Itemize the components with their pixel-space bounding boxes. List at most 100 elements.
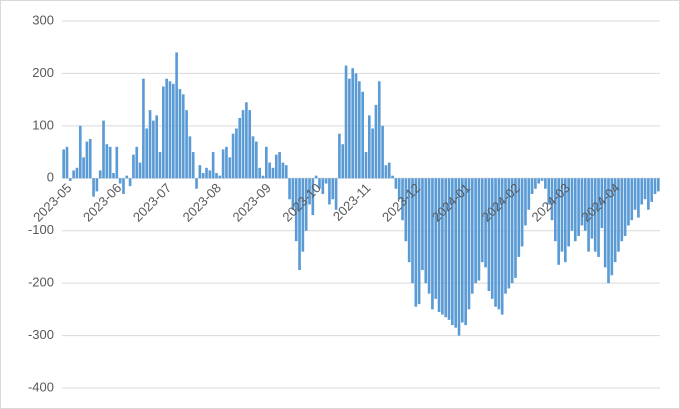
bar [447,178,451,320]
bar [321,178,325,195]
bar [128,178,132,187]
bar [205,167,208,179]
bar [251,136,255,179]
bar [377,81,381,179]
bar [348,78,351,179]
y-tick-label: -400 [28,379,54,394]
bar [95,178,99,192]
bar [75,167,79,179]
bar [407,178,411,263]
bar [215,173,218,179]
bar [630,178,634,221]
bar [583,178,587,231]
bar [497,178,501,310]
bar [361,91,364,179]
bar [271,167,275,179]
bar [424,178,428,284]
bar [122,178,125,195]
bar [334,178,338,210]
bar [387,162,391,179]
bar [391,175,394,179]
bar [411,178,414,284]
bar [261,175,265,179]
bar [235,128,238,179]
bar [627,178,630,226]
bar [238,117,242,179]
bar [397,178,401,200]
bar [653,178,657,195]
bar [358,81,361,179]
bar [62,149,65,179]
bar [540,178,544,181]
bar [311,178,315,215]
bar [185,110,188,179]
y-tick-label: -100 [28,222,54,237]
bar [341,144,345,179]
bar [600,178,604,229]
bar [384,165,388,179]
bar [477,178,481,281]
bar [68,178,72,181]
bar [258,167,262,179]
bar [171,83,175,179]
bar [637,178,640,218]
bar [178,89,182,179]
bar [441,178,444,315]
bar [152,120,155,179]
bar [394,178,398,189]
bar [132,154,135,179]
bar [597,178,600,257]
bar [225,146,228,179]
bar [613,178,617,263]
bar [381,125,384,179]
bar [145,128,149,179]
bar [371,128,374,179]
bar [617,178,620,252]
bar [444,178,448,318]
bar [148,110,152,179]
bar [281,162,285,179]
bar [537,178,541,184]
bar [504,178,507,294]
bar [231,133,235,179]
bar [474,178,477,284]
bar [657,178,660,192]
bar [165,78,168,179]
bar [344,65,348,179]
bar [530,178,534,195]
y-tick-label: 200 [32,65,54,80]
bar [92,178,95,197]
bar [640,178,644,205]
bar [414,178,418,307]
bar [221,149,225,179]
bar [524,178,527,226]
bar [278,152,281,179]
bar [274,154,278,179]
bar [195,178,198,189]
bar [331,178,335,200]
bar [108,146,112,179]
bar [118,178,122,184]
bar [245,102,248,179]
bar [467,178,471,310]
bar [88,138,92,179]
bar [434,178,438,299]
bar [580,178,584,226]
bar [401,178,404,221]
bar [304,178,308,231]
bar [338,133,341,179]
bar [577,178,580,236]
bar [560,178,564,252]
bar [78,125,82,179]
bar [308,178,311,205]
bar [208,170,212,179]
bar [427,178,431,294]
bar [517,178,521,257]
bar [294,178,298,242]
bar [490,178,494,299]
bar [610,178,614,276]
bar [550,178,554,221]
bar [643,178,647,200]
bar [437,178,441,312]
